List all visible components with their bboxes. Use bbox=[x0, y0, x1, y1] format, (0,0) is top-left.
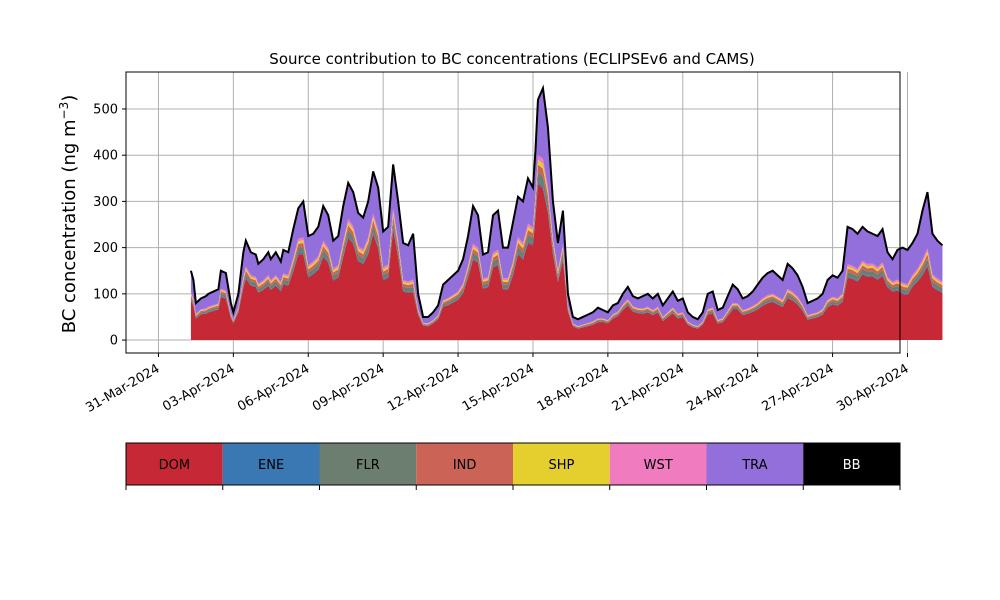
y-axis-label-sup: −3 bbox=[57, 102, 71, 120]
plot-frame bbox=[125, 71, 901, 354]
legend-label-ene: ENE bbox=[258, 458, 284, 473]
legend-swatch-bb bbox=[803, 443, 900, 485]
legend-swatch-ene bbox=[222, 443, 320, 485]
legend-label-dom: DOM bbox=[159, 458, 190, 473]
x-tick-label: 24-Apr-2024 bbox=[685, 361, 762, 414]
legend-swatch-ind bbox=[416, 443, 513, 485]
legend-label-wst: WST bbox=[644, 458, 673, 473]
x-tick-label: 18-Apr-2024 bbox=[535, 361, 612, 414]
x-tick-label: 15-Apr-2024 bbox=[460, 361, 537, 414]
legend-swatch-shp bbox=[513, 443, 610, 485]
legend-swatch-wst bbox=[609, 443, 707, 485]
y-axis-label-close: ) bbox=[59, 95, 80, 102]
x-tick-label: 12-Apr-2024 bbox=[385, 361, 462, 414]
y-tick-label: 100 bbox=[93, 287, 118, 302]
x-tick-label: 31-Mar-2024 bbox=[83, 361, 162, 415]
y-axis-label: BC concentration (ng m−3) bbox=[57, 95, 80, 334]
legend-label-ind: IND bbox=[453, 458, 477, 473]
area-flr bbox=[190, 171, 943, 329]
x-tick-label: 30-Apr-2024 bbox=[834, 361, 911, 414]
stacked-areas bbox=[189, 84, 944, 341]
legend-swatch-tra bbox=[706, 443, 804, 485]
y-tick-label: 500 bbox=[93, 102, 118, 117]
y-tick-label: 300 bbox=[93, 195, 118, 210]
legend-label-bb: BB bbox=[843, 458, 861, 473]
line-bb bbox=[189, 84, 944, 321]
legend-label-flr: FLR bbox=[356, 458, 380, 473]
area-dom bbox=[190, 183, 943, 341]
legend-label-tra: TRA bbox=[741, 458, 767, 473]
x-tick-label: 06-Apr-2024 bbox=[235, 361, 312, 414]
x-tick-label: 03-Apr-2024 bbox=[160, 361, 237, 414]
chart-title: Source contribution to BC concentrations… bbox=[269, 50, 754, 68]
legend-swatch-dom bbox=[126, 443, 223, 485]
y-tick-label: 400 bbox=[93, 149, 118, 164]
area-ind bbox=[190, 164, 943, 328]
y-axis-label-main: BC concentration (ng m bbox=[59, 119, 80, 333]
legend-swatch-flr bbox=[319, 443, 417, 485]
legend-label-shp: SHP bbox=[548, 458, 574, 473]
x-tick-label: 21-Apr-2024 bbox=[610, 361, 687, 414]
legend: DOM ENE FLR IND SHP WST TRA BB bbox=[125, 442, 901, 490]
x-tick-label: 09-Apr-2024 bbox=[310, 361, 387, 414]
x-tick-label: 27-Apr-2024 bbox=[759, 361, 836, 414]
y-tick-label: 200 bbox=[93, 241, 118, 256]
y-tick-label: 0 bbox=[110, 334, 118, 349]
